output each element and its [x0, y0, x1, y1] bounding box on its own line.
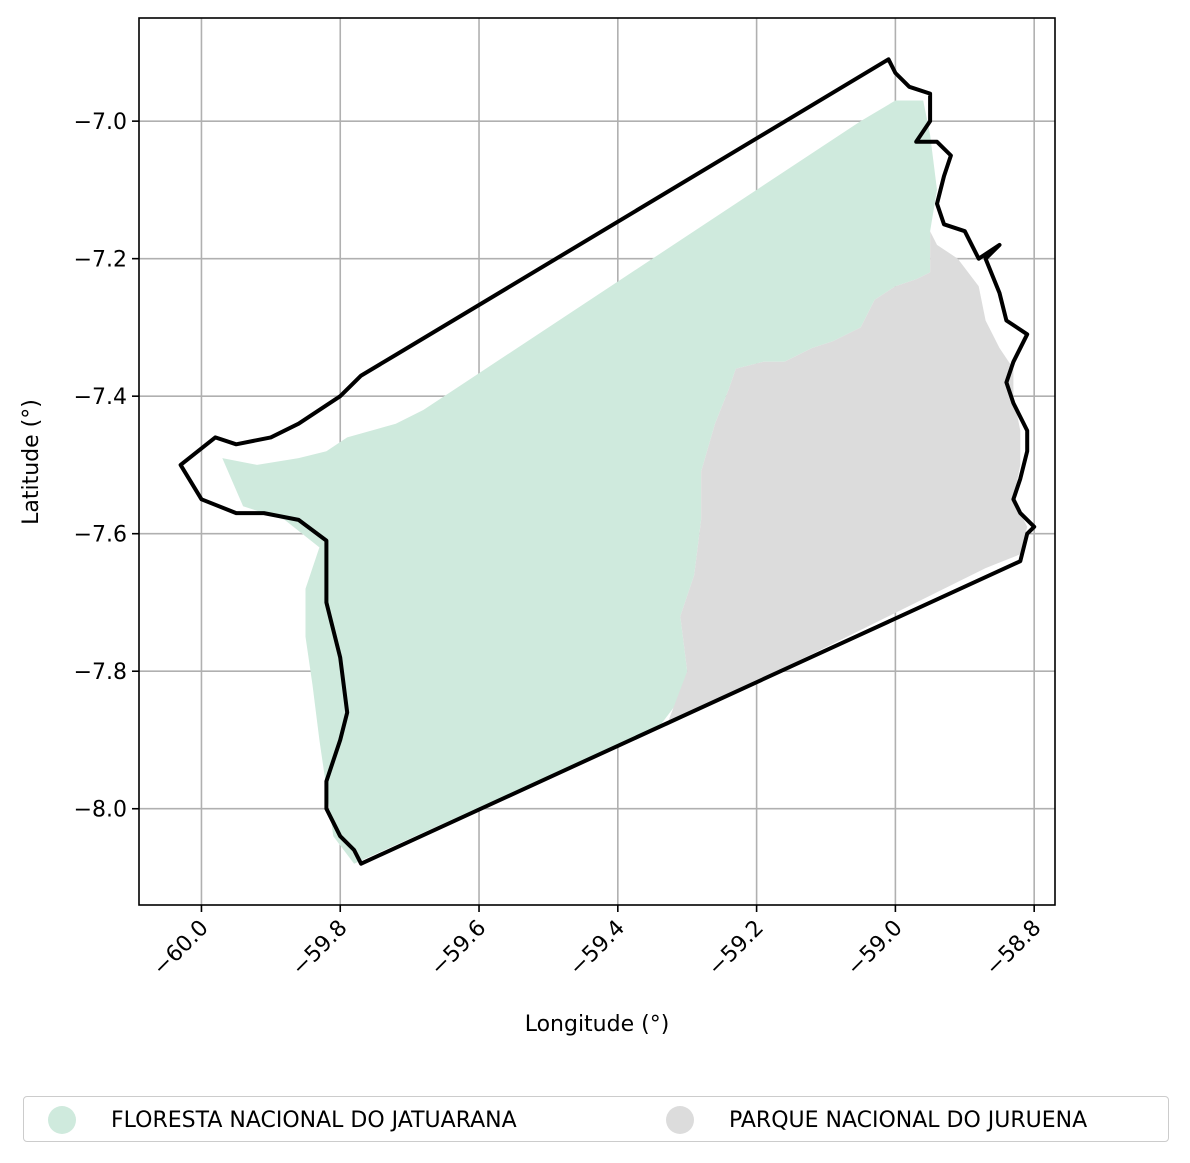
legend-item-jatuarana: FLORESTA NACIONAL DO JATUARANA	[48, 1097, 517, 1143]
legend-marker-icon	[666, 1106, 694, 1134]
x-tick-label: −60.0	[148, 916, 213, 981]
x-tick-label: −59.8	[287, 916, 352, 981]
y-tick-label: −8.0	[74, 798, 127, 823]
legend-label-juruena: PARQUE NACIONAL DO JURUENA	[729, 1107, 1088, 1133]
y-tick-label: −7.8	[74, 660, 127, 685]
area-parque-juruena	[666, 231, 1028, 727]
y-tick-label: −7.4	[74, 385, 127, 410]
x-tick-label: −59.2	[703, 916, 768, 981]
legend-item-juruena: PARQUE NACIONAL DO JURUENA	[666, 1097, 1087, 1143]
legend-marker-icon	[48, 1106, 76, 1134]
legend-label-jatuarana: FLORESTA NACIONAL DO JATUARANA	[111, 1107, 517, 1133]
y-axis-label: Latitude (°)	[19, 399, 44, 525]
x-tick-label: −58.8	[981, 916, 1046, 981]
x-tick-label: −59.6	[426, 916, 491, 981]
x-tick-label: −59.4	[565, 916, 630, 981]
x-axis-label: Longitude (°)	[525, 1012, 670, 1037]
x-axis-ticks: −60.0 −59.8 −59.6 −59.4 −59.2 −59.0 −58.8	[148, 905, 1046, 981]
x-tick-label: −59.0	[842, 916, 907, 981]
area-floresta-jatuarana	[222, 100, 938, 864]
boundary-line	[178, 57, 1037, 866]
y-tick-label: −7.0	[74, 110, 127, 135]
y-axis-ticks: −7.0 −7.2 −7.4 −7.6 −7.8 −8.0	[74, 110, 139, 823]
boundary-outline	[178, 57, 1037, 866]
protected-areas	[222, 100, 1028, 864]
y-tick-label: −7.2	[74, 248, 127, 273]
axes-frame	[138, 17, 1056, 906]
y-tick-label: −7.6	[74, 523, 127, 548]
legend: FLORESTA NACIONAL DO JATUARANA PARQUE NA…	[23, 1096, 1169, 1142]
